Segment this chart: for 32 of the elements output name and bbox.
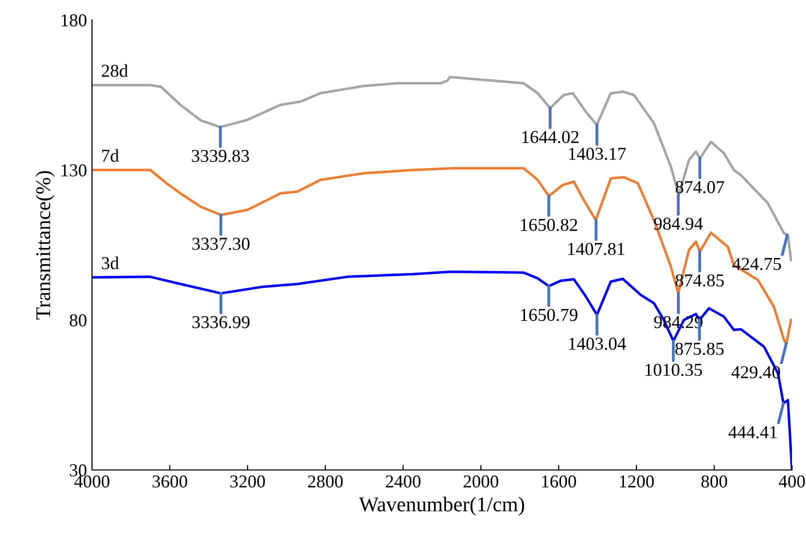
x-tick-label: 2800 xyxy=(308,475,343,488)
x-tick-label: 800 xyxy=(701,475,728,488)
y-tick-label: 130 xyxy=(62,164,86,176)
annotation: 1010.35 xyxy=(646,364,702,376)
annotation: 1644.02 xyxy=(522,130,578,144)
y-tick-label: 80 xyxy=(70,314,86,326)
series-label: 3d xyxy=(102,256,119,270)
annotation: 444.41 xyxy=(728,426,777,438)
x-tick-label: 2400 xyxy=(386,475,420,488)
y-axis-title: Transmittance(%) xyxy=(36,171,54,320)
annotation: 1407.81 xyxy=(568,242,624,256)
annotation: 874.07 xyxy=(676,181,724,194)
annotation: 3339.83 xyxy=(192,150,249,162)
annotation: 3337.30 xyxy=(192,238,250,250)
annotation: 875.85 xyxy=(675,342,724,356)
annotation: 1403.17 xyxy=(569,148,626,160)
series-label: 28d xyxy=(102,64,128,77)
x-tick-label: 3200 xyxy=(230,475,265,488)
annotation: 3336.99 xyxy=(192,316,250,328)
x-tick-label: 3600 xyxy=(152,475,188,488)
annotation: 1650.82 xyxy=(521,218,578,232)
x-tick-label: 4000 xyxy=(74,475,110,488)
x-tick-label: 1600 xyxy=(542,475,576,488)
annotation: 1650.79 xyxy=(521,308,578,322)
x-tick-label: 2000 xyxy=(464,475,498,488)
y-tick-label: 180 xyxy=(62,14,86,26)
annotation: 1403.04 xyxy=(569,338,626,350)
x-tick-label: 1200 xyxy=(620,475,654,488)
x-axis-title: Wavenumber(1/cm) xyxy=(358,496,524,516)
y-tick-label: 30 xyxy=(70,464,86,476)
series-label: 7d xyxy=(102,149,119,162)
x-tick-label: 400 xyxy=(778,475,805,488)
